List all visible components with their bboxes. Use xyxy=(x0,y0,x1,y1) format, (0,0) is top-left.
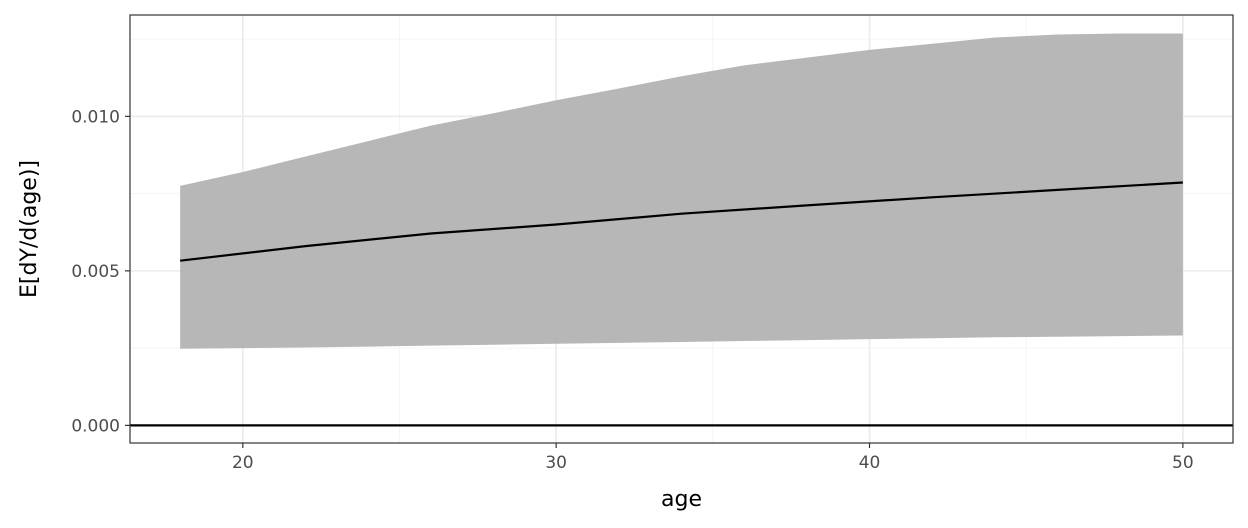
x-tick-label: 50 xyxy=(1172,453,1194,473)
plot-marks xyxy=(130,33,1233,427)
y-tick-label: 0.005 xyxy=(71,262,120,282)
panel-border xyxy=(129,14,1234,444)
axis-ticks xyxy=(125,115,1184,448)
x-tick-label: 30 xyxy=(545,453,567,473)
y-tick-label: 0.010 xyxy=(71,107,120,127)
confidence-ribbon xyxy=(180,33,1183,349)
estimate-line xyxy=(180,181,1183,262)
x-tick-label: 20 xyxy=(232,453,254,473)
axis-tick-labels: 20 30 40 50 0.000 0.005 0.010 xyxy=(71,107,1193,473)
x-axis-title: age xyxy=(661,487,702,512)
y-tick-label: 0.000 xyxy=(71,416,120,436)
y-axis-title: E[dY/d(age)] xyxy=(17,160,42,298)
x-tick-label: 40 xyxy=(859,453,881,473)
